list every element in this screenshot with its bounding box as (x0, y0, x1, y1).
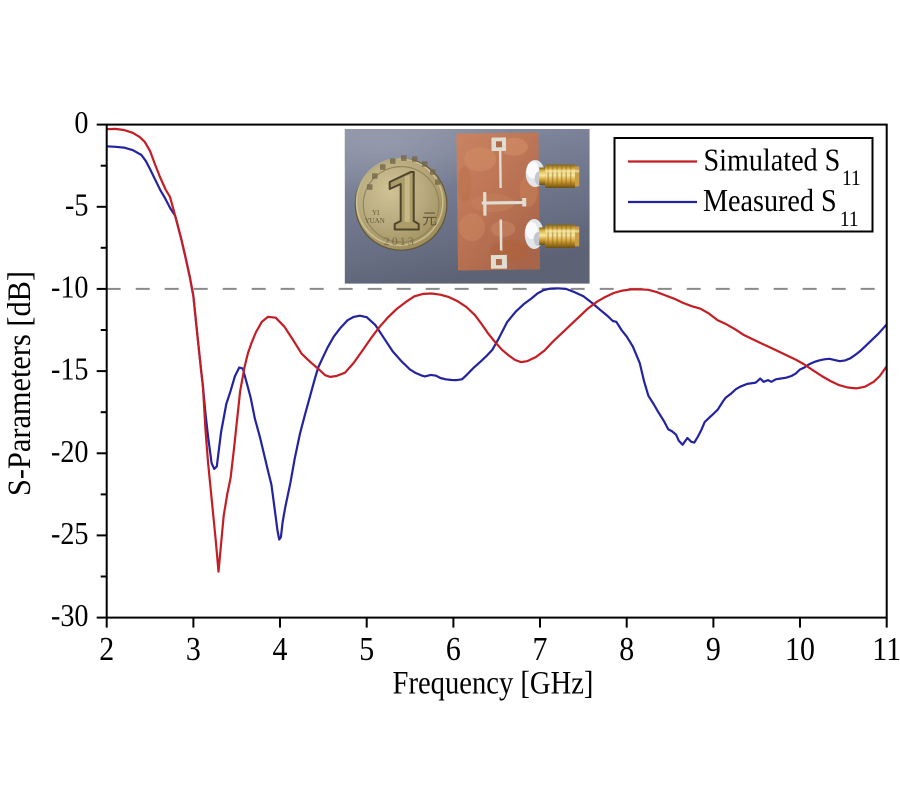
svg-text:4: 4 (273, 629, 288, 667)
svg-text:S-Parameters [dB]: S-Parameters [dB] (1, 271, 37, 496)
svg-text:YUAN: YUAN (365, 217, 385, 225)
svg-text:Measured S: Measured S (703, 182, 837, 218)
svg-text:-20: -20 (51, 433, 89, 469)
svg-text:10: 10 (785, 629, 815, 667)
svg-text:11: 11 (840, 208, 859, 231)
svg-text:-10: -10 (51, 269, 89, 305)
svg-text:元: 元 (422, 212, 437, 228)
svg-text:-5: -5 (65, 187, 88, 223)
svg-text:11: 11 (842, 167, 861, 190)
svg-text:2: 2 (99, 629, 114, 667)
svg-text:3: 3 (186, 629, 201, 667)
svg-text:YI: YI (372, 209, 380, 217)
svg-text:Frequency [GHz]: Frequency [GHz] (393, 665, 594, 701)
svg-text:2013: 2013 (384, 234, 416, 248)
svg-text:7: 7 (533, 629, 548, 667)
svg-text:6: 6 (446, 629, 461, 667)
svg-text:-15: -15 (51, 351, 89, 387)
svg-text:0: 0 (74, 105, 88, 141)
svg-text:-25: -25 (51, 515, 89, 551)
svg-text:11: 11 (872, 629, 900, 667)
svg-text:8: 8 (619, 629, 634, 667)
svg-text:9: 9 (706, 629, 721, 667)
svg-text:5: 5 (359, 629, 374, 667)
svg-text:-30: -30 (51, 598, 89, 634)
svg-text:Simulated S: Simulated S (704, 142, 841, 178)
